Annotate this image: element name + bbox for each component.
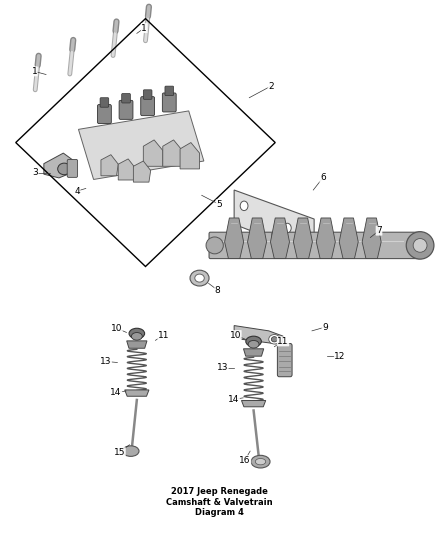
Text: 3: 3 [32, 168, 38, 177]
Text: 15: 15 [114, 448, 125, 457]
Ellipse shape [251, 455, 270, 468]
Text: 1: 1 [141, 23, 147, 33]
Ellipse shape [269, 335, 280, 344]
Circle shape [283, 223, 291, 233]
Text: 13: 13 [217, 364, 228, 372]
Text: 6: 6 [320, 173, 326, 182]
Polygon shape [234, 326, 283, 344]
Polygon shape [362, 218, 381, 259]
Polygon shape [127, 341, 147, 348]
Polygon shape [272, 233, 283, 244]
FancyBboxPatch shape [162, 93, 176, 112]
Text: 11: 11 [277, 337, 289, 346]
Polygon shape [134, 161, 151, 182]
Text: 2: 2 [268, 82, 274, 91]
Polygon shape [247, 218, 267, 259]
Ellipse shape [248, 341, 259, 348]
Text: 7: 7 [376, 226, 382, 235]
Polygon shape [270, 218, 290, 259]
Text: 5: 5 [216, 200, 222, 209]
FancyBboxPatch shape [122, 93, 131, 103]
Text: 1: 1 [32, 67, 37, 76]
Polygon shape [244, 349, 264, 356]
Ellipse shape [271, 337, 277, 342]
Ellipse shape [58, 163, 71, 175]
FancyBboxPatch shape [277, 343, 292, 377]
Text: 16: 16 [239, 456, 251, 465]
Ellipse shape [206, 237, 223, 254]
Polygon shape [225, 218, 244, 259]
Text: 10: 10 [230, 330, 241, 340]
Text: 14: 14 [110, 388, 122, 397]
Polygon shape [143, 140, 163, 166]
Text: 2017 Jeep Renegade
Camshaft & Valvetrain
Diagram 4: 2017 Jeep Renegade Camshaft & Valvetrain… [166, 487, 272, 517]
Ellipse shape [255, 458, 266, 465]
Ellipse shape [190, 270, 209, 286]
Ellipse shape [246, 336, 261, 346]
Ellipse shape [131, 333, 142, 340]
FancyBboxPatch shape [143, 90, 152, 99]
FancyBboxPatch shape [141, 96, 155, 116]
Polygon shape [125, 390, 149, 396]
Polygon shape [234, 190, 314, 241]
Polygon shape [241, 400, 266, 407]
Ellipse shape [195, 274, 204, 282]
Text: 14: 14 [228, 395, 240, 404]
FancyBboxPatch shape [119, 100, 133, 119]
FancyBboxPatch shape [98, 104, 111, 124]
Polygon shape [163, 140, 182, 166]
Text: 13: 13 [100, 357, 111, 366]
Ellipse shape [406, 232, 434, 259]
Text: 4: 4 [74, 187, 80, 196]
Polygon shape [180, 142, 200, 169]
Polygon shape [44, 153, 74, 178]
Text: 12: 12 [334, 352, 346, 361]
Polygon shape [293, 218, 312, 259]
Text: 11: 11 [158, 330, 170, 340]
Polygon shape [339, 218, 358, 259]
Polygon shape [316, 218, 336, 259]
Polygon shape [101, 155, 118, 176]
Ellipse shape [123, 446, 139, 456]
Text: 9: 9 [322, 322, 328, 332]
Ellipse shape [413, 239, 427, 252]
FancyBboxPatch shape [209, 232, 421, 259]
FancyBboxPatch shape [100, 98, 109, 107]
Circle shape [240, 201, 248, 211]
Text: 8: 8 [215, 286, 221, 295]
FancyBboxPatch shape [67, 159, 78, 177]
FancyBboxPatch shape [165, 86, 173, 95]
Ellipse shape [129, 328, 145, 338]
Polygon shape [118, 159, 135, 180]
Text: 10: 10 [111, 324, 122, 333]
Polygon shape [78, 111, 204, 180]
